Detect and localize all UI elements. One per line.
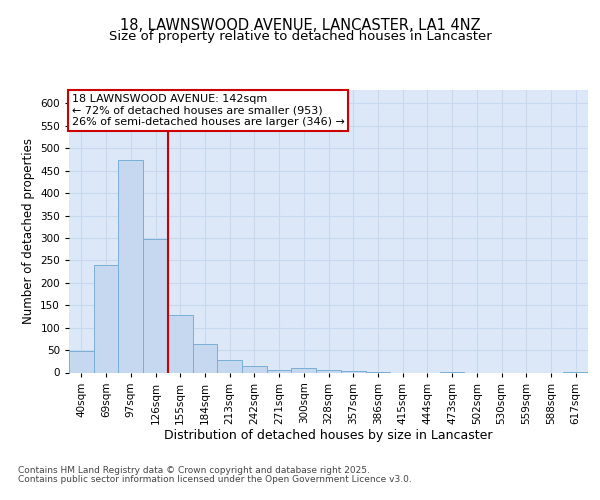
Bar (94, 265, 118, 372)
Text: 18, LAWNSWOOD AVENUE, LANCASTER, LA1 4NZ: 18, LAWNSWOOD AVENUE, LANCASTER, LA1 4NZ (119, 18, 481, 32)
Bar (118, 160, 143, 372)
Bar (292, 368, 316, 372)
Text: Contains public sector information licensed under the Open Government Licence v3: Contains public sector information licen… (18, 475, 412, 484)
Bar (69, 351, 94, 372)
Text: 18 LAWNSWOOD AVENUE: 142sqm
← 72% of detached houses are smaller (953)
26% of se: 18 LAWNSWOOD AVENUE: 142sqm ← 72% of det… (71, 94, 344, 128)
Text: Size of property relative to detached houses in Lancaster: Size of property relative to detached ho… (109, 30, 491, 43)
Bar (193, 344, 217, 372)
Bar (168, 314, 193, 372)
Bar (341, 371, 365, 372)
Bar (143, 240, 168, 372)
X-axis label: Distribution of detached houses by size in Lancaster: Distribution of detached houses by size … (164, 429, 493, 442)
Text: Contains HM Land Registry data © Crown copyright and database right 2025.: Contains HM Land Registry data © Crown c… (18, 466, 370, 475)
Y-axis label: Number of detached properties: Number of detached properties (22, 138, 35, 324)
Bar (242, 366, 267, 372)
Bar (217, 360, 242, 372)
Bar (316, 370, 341, 372)
Bar (267, 370, 292, 372)
